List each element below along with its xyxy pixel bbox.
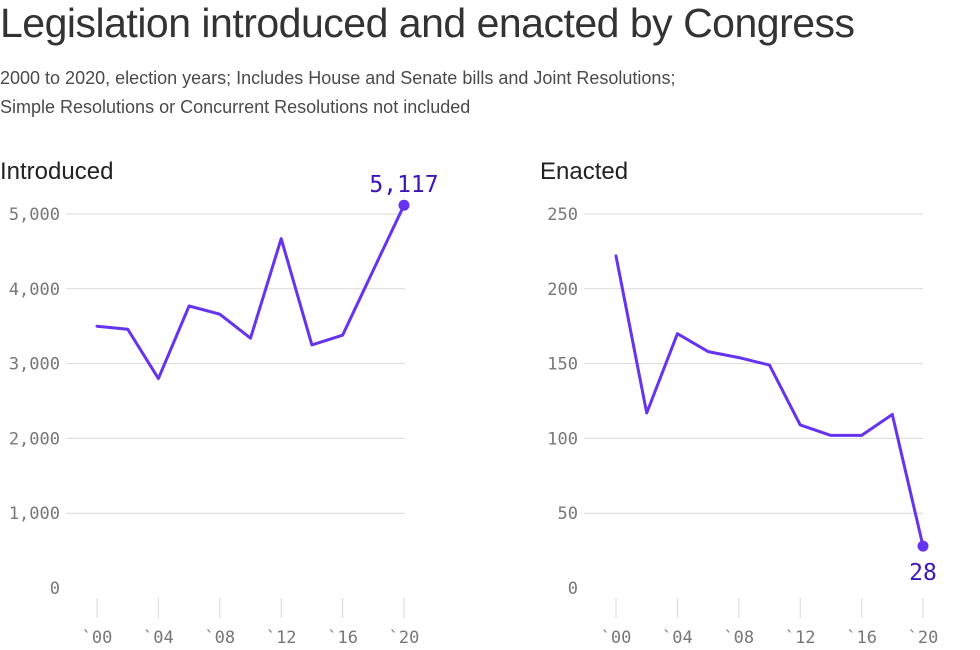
enacted-x-tick-label: `16 (846, 628, 877, 648)
introduced-chart-title: Introduced (0, 158, 113, 185)
introduced-x-tick-label: `20 (389, 628, 420, 648)
enacted-y-tick-label: 50 (558, 504, 578, 524)
introduced-y-tick-label: 3,000 (9, 355, 60, 375)
introduced-endpoint-marker (398, 199, 410, 211)
page-subtitle: 2000 to 2020, election years; Includes H… (0, 64, 900, 122)
introduced-chart-svg: Introduced 0 1,000 2,000 3,000 4,000 5,000 `00 `… (0, 158, 439, 648)
enacted-x-tick-label: `04 (662, 628, 693, 648)
enacted-chart: Enacted 0 50 100 150 200 250 `00 `04 `08 `12 `16 `20… (540, 150, 960, 650)
introduced-y-tick-label: 5,000 (9, 205, 60, 225)
enacted-y-tick-label: 0 (568, 579, 578, 599)
enacted-y-tick-label: 200 (547, 280, 578, 300)
introduced-y-tick-label: 1,000 (9, 504, 60, 524)
introduced-x-tick-label: `08 (204, 628, 235, 648)
introduced-x-tick-label: `12 (266, 628, 297, 648)
subtitle-line-2: Simple Resolutions or Concurrent Resolut… (0, 97, 471, 117)
introduced-series-line (95, 203, 406, 381)
enacted-endpoint-marker (917, 540, 929, 552)
page-title: Legislation introduced and enacted by Co… (0, 0, 855, 46)
enacted-y-tick-label: 250 (547, 205, 578, 225)
enacted-endpoint-label: 28 (909, 560, 937, 586)
enacted-x-tick-label: `08 (723, 628, 754, 648)
introduced-y-tick-label: 0 (50, 579, 60, 599)
enacted-series-line (614, 254, 925, 548)
enacted-x-tick-label: `00 (601, 628, 632, 648)
introduced-y-tick-label: 2,000 (9, 429, 60, 449)
introduced-x-tick-label: `16 (327, 628, 358, 648)
enacted-x-tick-label: `20 (908, 628, 939, 648)
introduced-endpoint-label: 5,117 (369, 172, 438, 198)
introduced-x-tick-label: `04 (143, 628, 174, 648)
enacted-x-tick-label: `12 (785, 628, 816, 648)
enacted-chart-title: Enacted (540, 158, 628, 185)
subtitle-line-1: 2000 to 2020, election years; Includes H… (0, 68, 676, 88)
enacted-y-tick-label: 100 (547, 429, 578, 449)
enacted-chart-svg: Enacted 0 50 100 150 200 250 `00 `04 `08 `12 `16 `20… (540, 158, 939, 648)
introduced-x-tick-label: `00 (82, 628, 113, 648)
introduced-chart: Introduced 0 1,000 2,000 3,000 4,000 5,000 `00 `… (0, 150, 440, 650)
introduced-y-tick-label: 4,000 (9, 280, 60, 300)
enacted-y-tick-label: 150 (547, 355, 578, 375)
